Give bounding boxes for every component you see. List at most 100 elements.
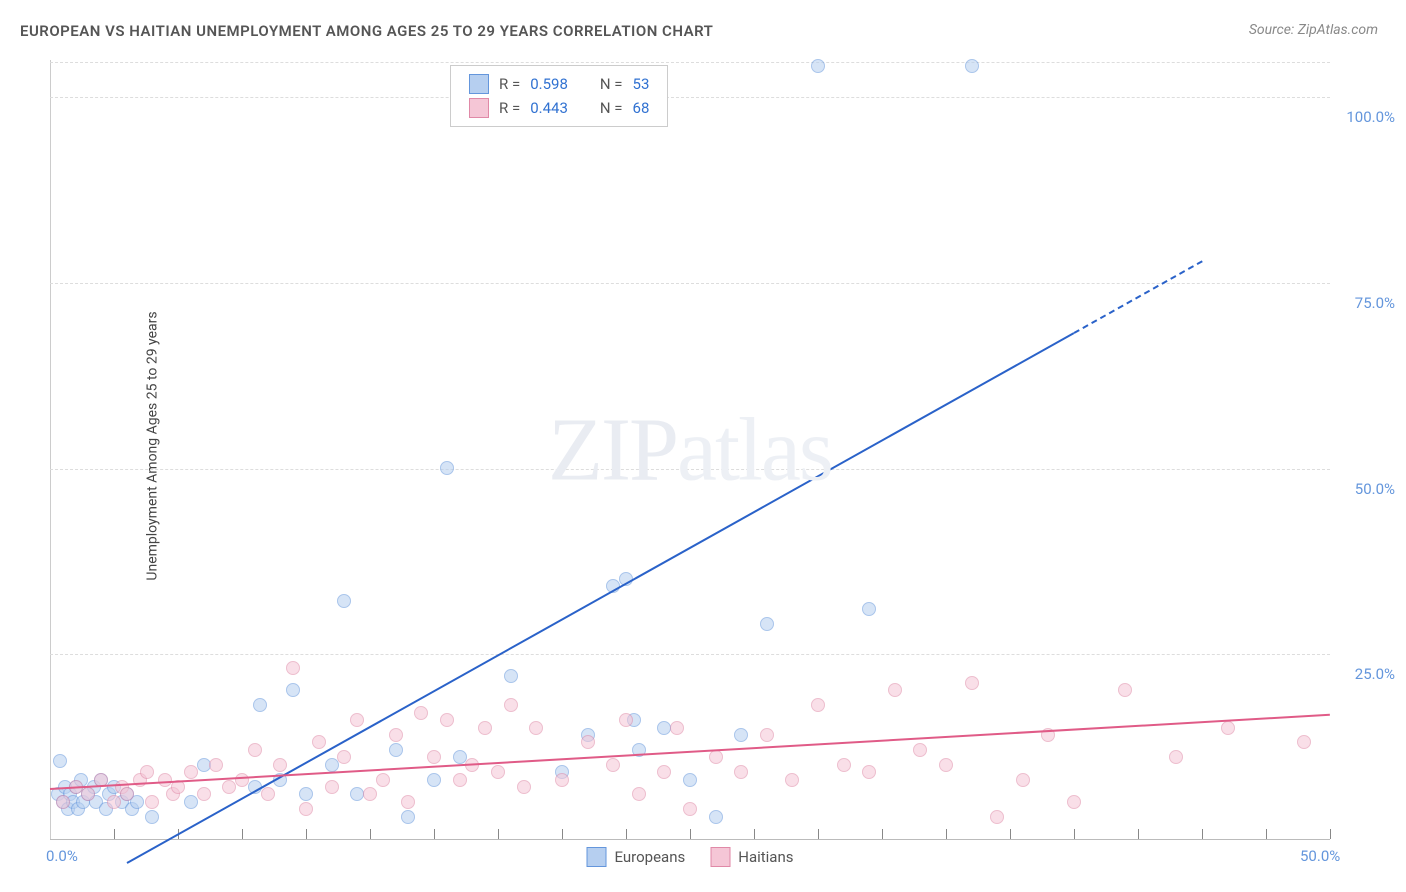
data-point [414,706,428,720]
data-point [683,773,697,787]
data-point [253,698,267,712]
data-point [350,713,364,727]
data-point [965,59,979,73]
data-point [184,795,198,809]
data-point [53,754,67,768]
data-point [81,787,95,801]
data-point [837,758,851,772]
data-point [491,765,505,779]
data-point [581,735,595,749]
r-label: R = [499,99,520,117]
trend-line [1074,261,1203,334]
data-point [734,765,748,779]
x-tick [1266,829,1267,839]
x-tick [882,829,883,839]
legend-swatch [469,98,489,118]
data-point [1221,721,1235,735]
plot-area: 25.0%50.0%75.0%100.0%0.0%50.0% ZIPatlas … [50,60,1330,840]
data-point [107,795,121,809]
data-point [401,810,415,824]
data-point [965,676,979,690]
data-point [1118,683,1132,697]
data-point [555,773,569,787]
r-value: 0.443 [530,99,568,117]
n-value: 53 [633,75,650,93]
data-point [517,780,531,794]
gridline [50,97,1330,98]
data-point [862,765,876,779]
legend-item: Europeans [587,847,686,867]
data-point [286,683,300,697]
data-point [158,773,172,787]
x-tick [946,829,947,839]
chart-title: EUROPEAN VS HAITIAN UNEMPLOYMENT AMONG A… [20,22,713,40]
data-point [1297,735,1311,749]
data-point [1016,773,1030,787]
data-point [427,750,441,764]
data-point [376,773,390,787]
legend-swatch [587,847,607,867]
data-point [990,810,1004,824]
x-tick [1138,829,1139,839]
y-tick-label: 100.0% [1346,108,1395,126]
n-label: N = [600,99,623,117]
y-tick-label: 50.0% [1355,480,1395,498]
plot-inner: 25.0%50.0%75.0%100.0%0.0%50.0% [50,60,1330,839]
gridline [50,283,1330,284]
data-point [273,758,287,772]
data-point [363,787,377,801]
source-prefix: Source: [1249,22,1298,38]
x-tick-label: 50.0% [1300,847,1340,865]
data-point [504,698,518,712]
r-value: 0.598 [530,75,568,93]
data-point [325,758,339,772]
legend-row: R = 0.598N = 53 [469,72,649,96]
legend-swatch [469,74,489,94]
x-tick [1330,829,1331,839]
data-point [888,683,902,697]
data-point [261,787,275,801]
data-point [939,758,953,772]
r-label: R = [499,75,520,93]
series-legend: Europeans Haitians [587,847,794,867]
data-point [619,713,633,727]
data-point [299,802,313,816]
x-tick [370,829,371,839]
data-point [670,721,684,735]
data-point [453,750,467,764]
data-point [120,787,134,801]
data-point [401,795,415,809]
legend-swatch [710,847,730,867]
x-tick-label: 0.0% [46,847,78,865]
data-point [811,59,825,73]
x-tick [114,829,115,839]
data-point [56,795,70,809]
data-point [337,594,351,608]
x-tick [1010,829,1011,839]
x-tick [818,829,819,839]
data-point [389,743,403,757]
data-point [325,780,339,794]
gridline [50,654,1330,655]
data-point [440,713,454,727]
y-tick-label: 25.0% [1355,665,1395,683]
data-point [184,765,198,779]
data-point [299,787,313,801]
data-point [209,758,223,772]
legend-label: Haitians [738,848,793,866]
data-point [683,802,697,816]
data-point [222,780,236,794]
data-point [606,758,620,772]
data-point [529,721,543,735]
data-point [709,750,723,764]
data-point [504,669,518,683]
data-point [657,765,671,779]
data-point [632,787,646,801]
data-point [760,728,774,742]
x-tick [1202,829,1203,839]
x-tick [242,829,243,839]
y-tick-label: 75.0% [1355,294,1395,312]
data-point [785,773,799,787]
x-tick [1074,829,1075,839]
x-tick [690,829,691,839]
